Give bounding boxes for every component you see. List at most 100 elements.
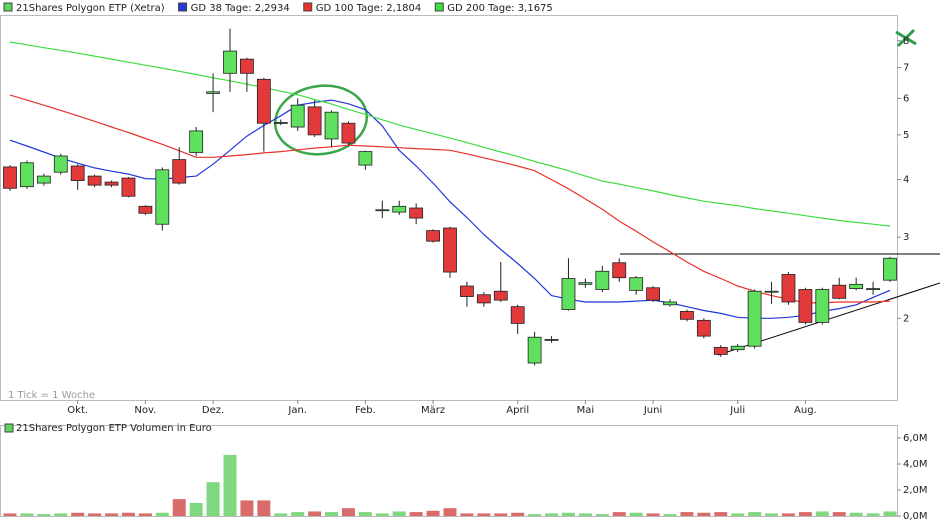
volume-bar: [54, 513, 68, 516]
candle-body: [341, 122, 356, 144]
volume-bar: [426, 510, 440, 516]
candle-body: [832, 284, 847, 299]
volume-bar: [612, 512, 626, 516]
candle-body: [307, 106, 322, 136]
volume-bar: [781, 513, 795, 516]
volume-bar: [325, 512, 339, 516]
candle-body: [527, 336, 542, 364]
volume-bar: [697, 512, 711, 516]
candle-body: [460, 285, 474, 297]
volume-bar: [240, 500, 254, 516]
candle-body: [747, 290, 762, 347]
volume-bar: [545, 513, 559, 516]
x-tick-label: Dez.: [202, 405, 224, 416]
legend-swatch: [178, 2, 188, 12]
candle-body: [53, 155, 68, 173]
volume-bar: [3, 513, 17, 516]
candle-body: [290, 104, 305, 128]
volume-bar: [308, 511, 322, 516]
candle-body: [578, 282, 593, 285]
volume-bar: [392, 511, 406, 516]
volume-bar: [883, 511, 897, 516]
y-tick-label: 5: [903, 130, 909, 141]
volume-bar: [341, 508, 355, 516]
candle-body: [172, 159, 187, 184]
candle-body: [781, 274, 796, 303]
volume-bar: [155, 512, 169, 516]
volume-bar: [274, 513, 288, 516]
candle-body: [561, 278, 576, 310]
volume-bar: [815, 511, 829, 516]
volume-bar: [646, 513, 660, 516]
volume-legend-swatch: [4, 423, 14, 433]
x-tick-label: März: [421, 405, 445, 416]
volume-bar: [460, 513, 474, 516]
volume-bar: [71, 512, 85, 516]
volume-bar: [832, 512, 846, 516]
candle-body: [409, 207, 424, 219]
candle-body: [510, 306, 525, 324]
volume-bar: [409, 512, 423, 516]
volume-bar: [748, 512, 762, 516]
volume-bar: [494, 513, 508, 516]
volume-panel: [0, 425, 898, 517]
volume-bar: [375, 513, 389, 516]
candle-body: [680, 311, 694, 320]
volume-bar: [663, 514, 677, 516]
volume-bar: [629, 512, 643, 516]
volume-bar: [731, 513, 745, 516]
volume-bar: [798, 512, 812, 516]
circle-drawing: [273, 84, 369, 156]
ma-line: [9, 94, 891, 304]
volume-bar: [680, 512, 694, 516]
y-tick-label: 8: [903, 36, 909, 47]
candle-body: [189, 130, 204, 153]
candle-body: [392, 205, 407, 213]
candle-body: [206, 91, 220, 94]
volume-bar: [578, 513, 592, 516]
y-tick-label: 0,0M: [903, 511, 928, 522]
candle-body: [240, 58, 254, 74]
candle-body: [612, 262, 627, 279]
x-tick-label: Juni: [643, 405, 662, 416]
x-tick-label: Jan.: [287, 405, 307, 416]
candle-body: [629, 277, 644, 291]
candle-body: [324, 111, 339, 140]
volume-bar: [206, 482, 220, 516]
candle-body: [104, 181, 119, 186]
volume-bar: [866, 513, 880, 516]
annotation: 1 Tick = 1 Woche: [8, 390, 95, 401]
candle-body: [866, 288, 880, 291]
x-tick-label: April: [506, 405, 529, 416]
x-tick-label: Aug.: [794, 405, 817, 416]
candle-body: [713, 346, 728, 355]
candle-body: [544, 339, 559, 341]
logo: [895, 28, 917, 48]
price-panel: [0, 15, 898, 401]
volume-bar: [20, 513, 34, 516]
x-tick-label: Nov.: [134, 405, 156, 416]
candle-body: [883, 257, 897, 281]
ma-line: [9, 41, 891, 227]
y-tick-label: 3: [903, 232, 909, 243]
legend-label: GD 100 Tage: 2,1804: [316, 3, 422, 14]
candle-body: [121, 177, 136, 197]
volume-bar: [849, 512, 863, 516]
legend-label: 21Shares Polygon ETP (Xetra): [16, 3, 165, 14]
candle-body: [223, 50, 237, 74]
volume-bar: [172, 499, 186, 516]
candle-body: [595, 270, 610, 290]
candle-body: [849, 283, 864, 290]
legend-swatch: [303, 2, 313, 12]
volume-bar: [528, 514, 542, 516]
candle-body: [20, 162, 34, 188]
y-tick-label: 4: [903, 175, 909, 186]
volume-title: 21Shares Polygon ETP Volumen in Euro: [16, 423, 212, 434]
candle-body: [358, 151, 373, 166]
volume-bar: [257, 500, 271, 516]
volume-bar: [595, 514, 609, 516]
volume-bar: [443, 508, 457, 516]
legend-label: GD 200 Tage: 3,1675: [447, 3, 553, 14]
candle-body: [70, 165, 85, 181]
